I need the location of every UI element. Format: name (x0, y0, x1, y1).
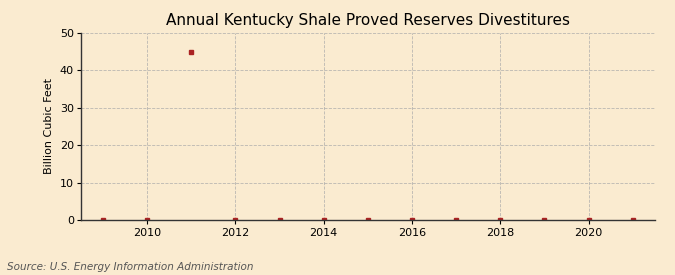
Title: Annual Kentucky Shale Proved Reserves Divestitures: Annual Kentucky Shale Proved Reserves Di… (166, 13, 570, 28)
Y-axis label: Billion Cubic Feet: Billion Cubic Feet (45, 78, 55, 175)
Text: Source: U.S. Energy Information Administration: Source: U.S. Energy Information Administ… (7, 262, 253, 272)
